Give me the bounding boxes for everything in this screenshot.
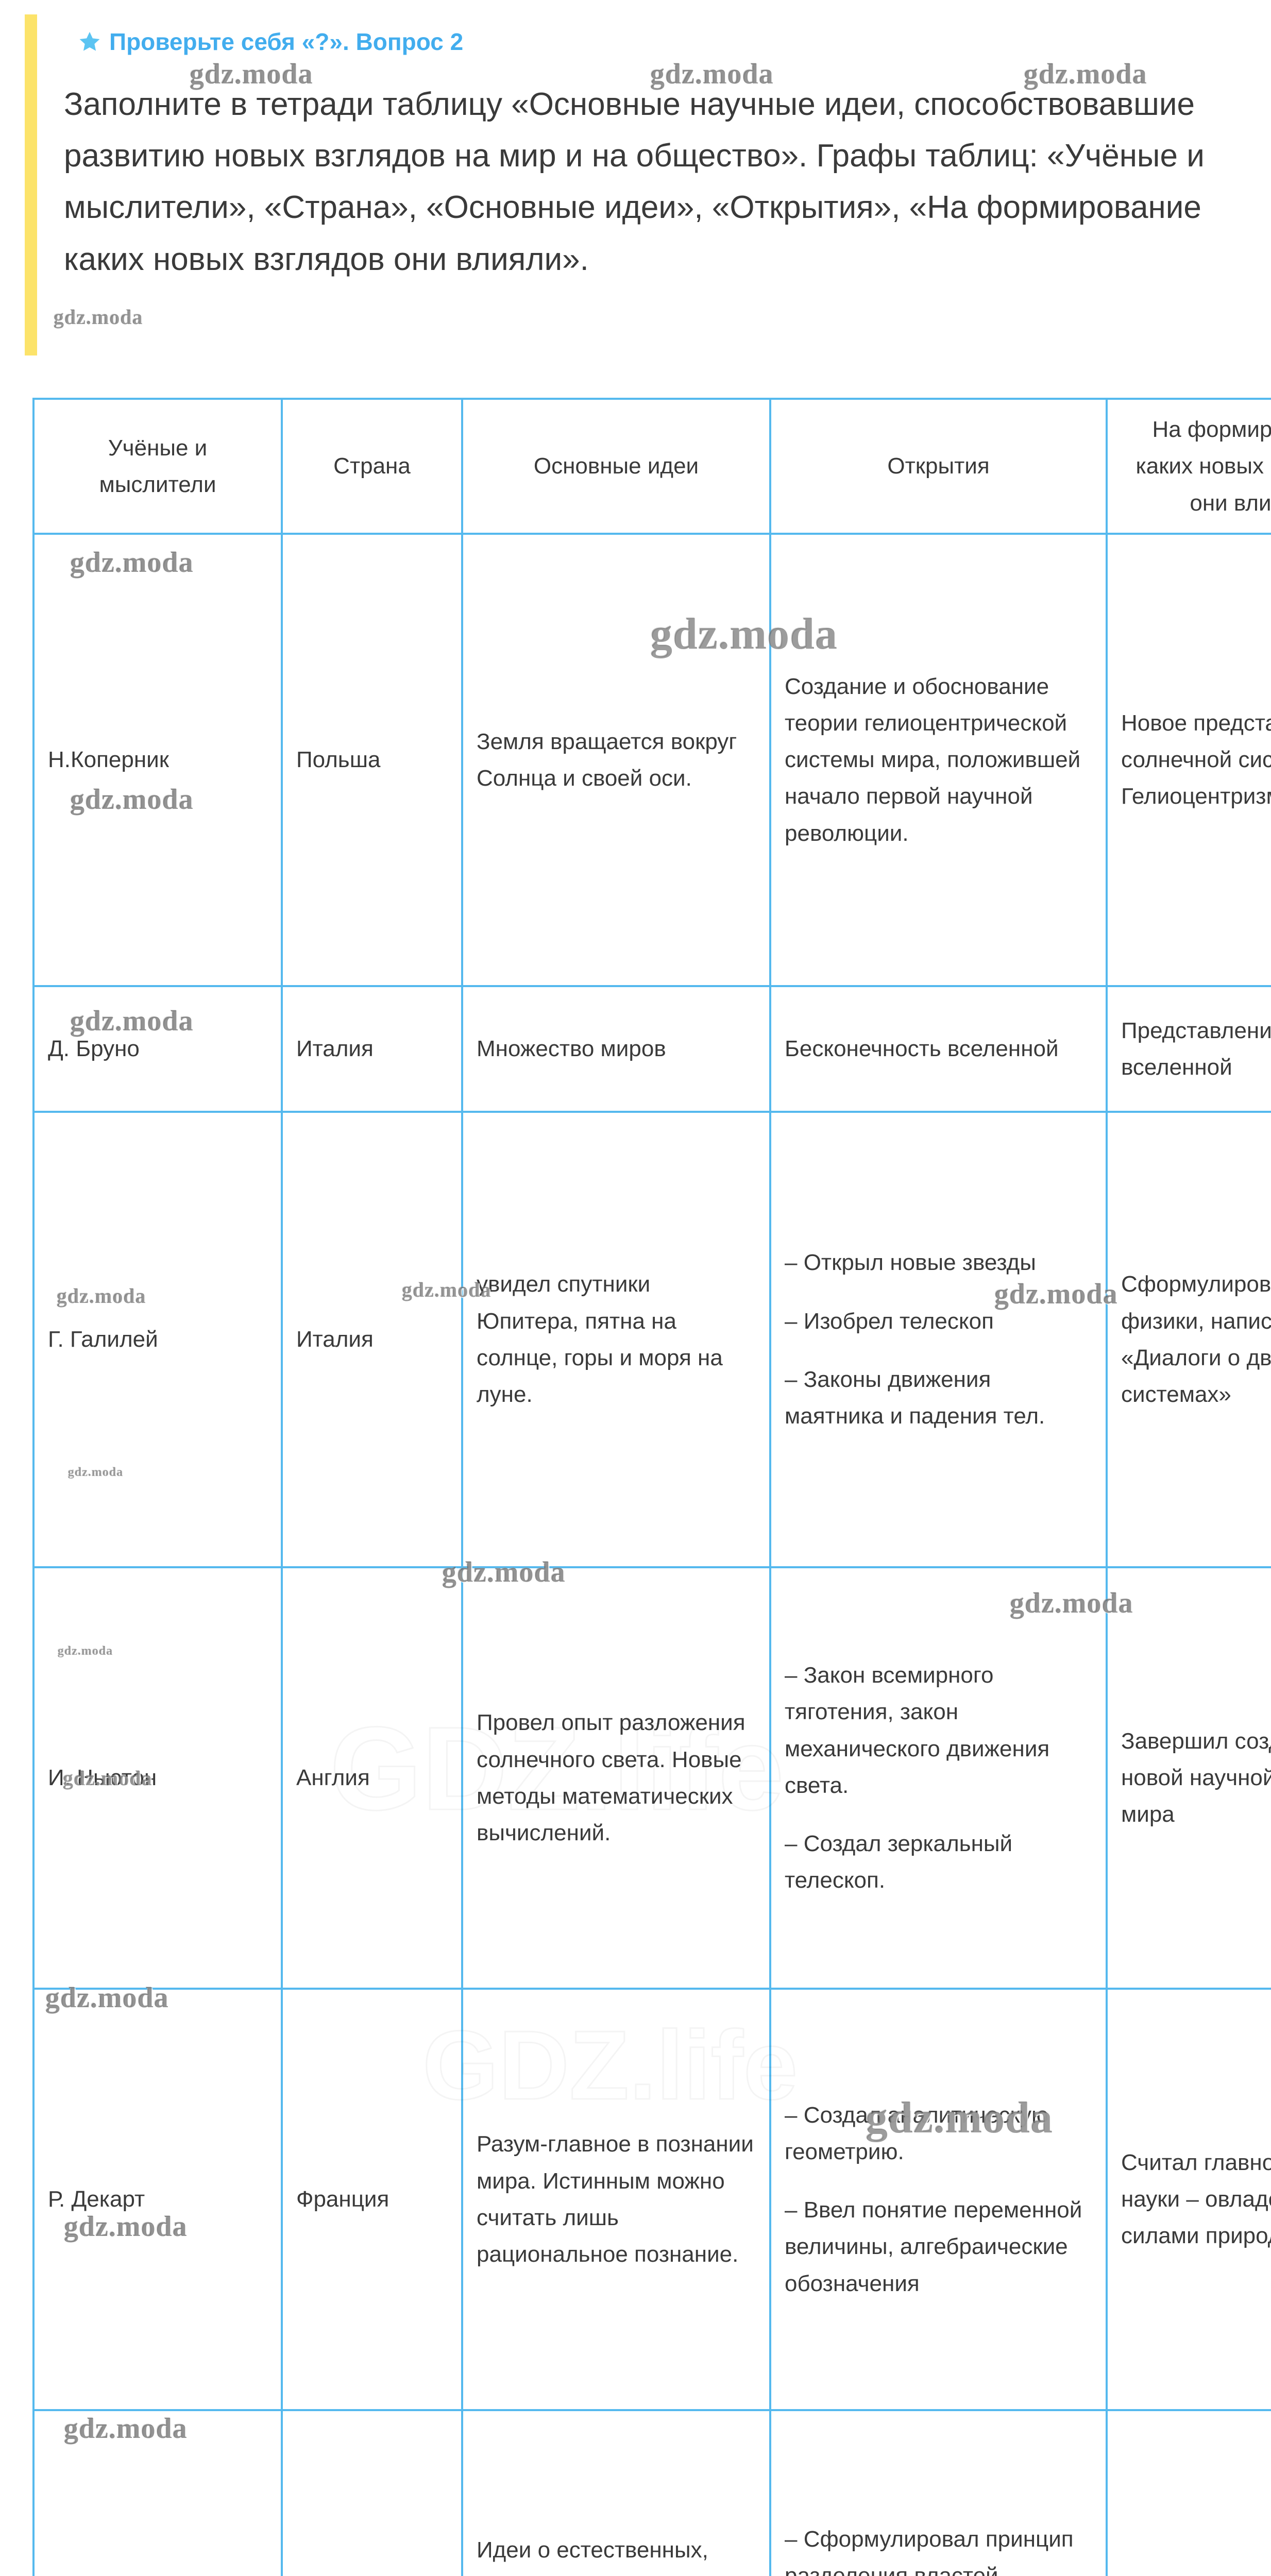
cell-influence: Сторонник разделения властей. [1106,2409,1271,2576]
cell-discoveries: – Сформулировал принцип разделения власт… [769,2409,1108,2576]
table-row: Р. Декарт Франция Разум-главное в познан… [32,1987,1271,2411]
cell-country: Италия [281,1110,463,1568]
cell-line: – Законы движения маятника и падения тел… [785,1366,1045,1429]
cell-influence: Представление о вселенной [1106,985,1271,1113]
cell-influence: Сформулировал законы физики, написал кни… [1106,1110,1271,1568]
table-row: И. Ньютон Англия Провел опыт разложения … [32,1566,1271,1990]
cell-scientist: Г. Галилей [32,1110,283,1568]
cell-discoveries: – Закон всемирного тяготения, закон меха… [769,1566,1108,1990]
cell-ideas: Идеи о естественных, правах человека(чел… [461,2409,771,2576]
task-description: Заполните в тетради таблицу «Основные на… [64,86,1205,277]
column-header-influence: На формирование каких новых взглядов они… [1106,398,1271,535]
cell-discoveries: – Открыл новые звезды – Изобрел телескоп –… [769,1110,1108,1568]
cell-country: Англия [281,1566,463,1990]
table-row: Г. Галилей Италия увидел спутники Юпитер… [32,1110,1271,1568]
task-heading: Проверьте себя «?». Вопрос 2 [78,29,1251,55]
cell-influence: Новое представление о солнечной системе.… [1106,532,1271,987]
cell-line: – Закон всемирного тяготения, закон меха… [785,1663,1050,1798]
cell-scientist: Н.Коперник [32,532,283,987]
cell-ideas: Разум-главное в познании мира. Истинным … [461,1987,771,2411]
cell-scientist: И. Ньютон [32,1566,283,1990]
task-heading-label: Проверьте себя «?». Вопрос 2 [109,28,464,55]
cell-line: – Создал зеркальный телескоп. [785,1831,1013,1893]
column-header-country: Страна [281,398,463,535]
cell-line: – Изобрел телескоп [785,1308,994,1334]
star-icon [78,30,101,53]
column-header-main-ideas: Основные идеи [461,398,771,535]
cell-discoveries: Создание и обоснование теории гелиоцентр… [769,532,1108,987]
cell-country: Италия [281,985,463,1113]
cell-influence: Считал главной целью науки – овладеть си… [1106,1987,1271,2411]
cell-country: Польша [281,532,463,987]
cell-country: Англия [281,2409,463,2576]
cell-ideas: Провел опыт разложения солнечного света.… [461,1566,771,1990]
cell-line: – Ввел понятие переменной величины, алге… [785,2197,1082,2296]
cell-discoveries: – Создал аналитическую геометрию. – Ввел … [769,1987,1108,2411]
cell-ideas: увидел спутники Юпитера, пятна на солнце… [461,1110,771,1568]
scientists-table: Учёные и мыслители Страна Основные идеи … [32,398,1271,2576]
cell-scientist: Д. Бруно [32,985,283,1113]
cell-ideas: Земля вращается вокруг Солнца и своей ос… [461,532,771,987]
table-row: Дж. Локк Англия Идеи о естественных, пра… [32,2409,1271,2576]
cell-ideas: Множество миров [461,985,771,1113]
cell-country: Франция [281,1987,463,2411]
table-row: Д. Бруно Италия Множество миров Бесконеч… [32,985,1271,1113]
cell-scientist: Р. Декарт [32,1987,283,2411]
column-header-scientists: Учёные и мыслители [32,398,283,535]
task-block: Проверьте себя «?». Вопрос 2 Заполните в… [25,14,1251,355]
table-row: Н.Коперник Польша Земля вращается вокруг… [32,532,1271,987]
cell-line: – Открыл новые звезды [785,1250,1036,1276]
cell-line: – Сформулировал принцип разделения власт… [785,2526,1074,2576]
table-header-row: Учёные и мыслители Страна Основные идеи … [32,398,1271,535]
column-header-discoveries: Открытия [769,398,1108,535]
cell-discoveries: Бесконечность вселенной [769,985,1108,1113]
cell-influence: Завершил создание новой научной картины … [1106,1566,1271,1990]
cell-line: – Создал аналитическую геометрию. [785,2102,1049,2164]
cell-scientist: Дж. Локк [32,2409,283,2576]
